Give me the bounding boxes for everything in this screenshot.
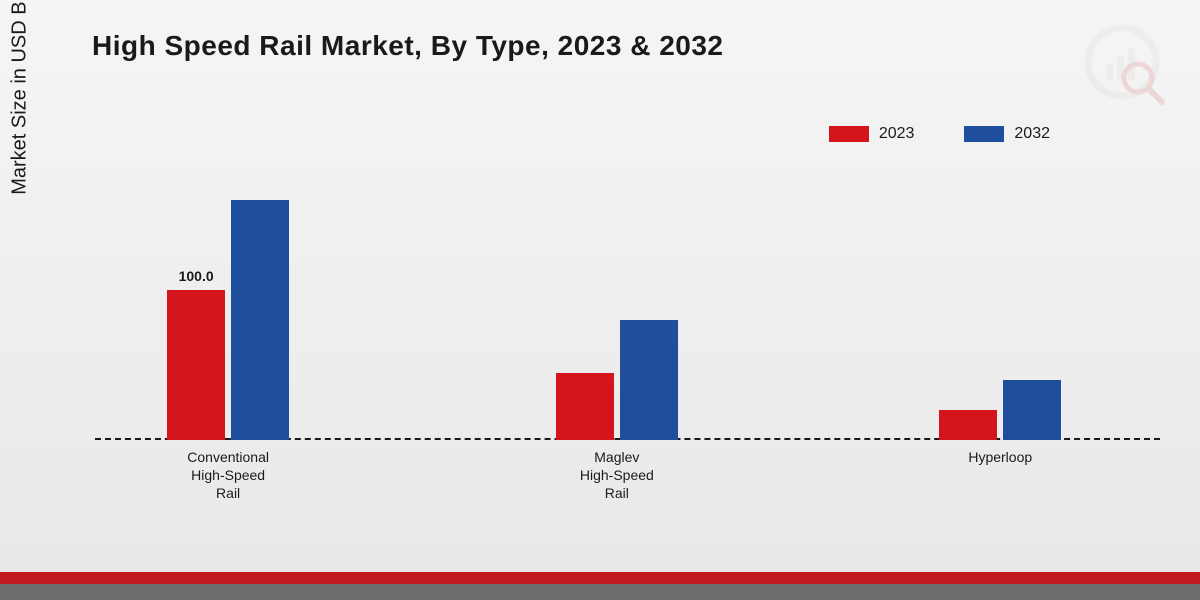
legend: 2023 2032 [829, 125, 1050, 143]
bar [1003, 380, 1061, 440]
footer-red-bar [0, 572, 1200, 584]
legend-label: 2023 [879, 125, 915, 143]
legend-item-0: 2023 [829, 125, 915, 143]
bar [939, 410, 997, 440]
chart-container: High Speed Rail Market, By Type, 2023 & … [0, 0, 1200, 600]
legend-label: 2032 [1014, 125, 1050, 143]
footer [0, 572, 1200, 600]
y-axis-label: Market Size in USD Billion [9, 0, 32, 195]
watermark-logo [1080, 20, 1170, 115]
bar [620, 320, 678, 440]
data-label: 100.0 [179, 268, 214, 284]
footer-grey-bar [0, 584, 1200, 600]
legend-item-1: 2032 [964, 125, 1050, 143]
legend-swatch [964, 126, 1004, 142]
x-axis-label: Maglev High-Speed Rail [580, 448, 654, 503]
plot-area: 100.0 [95, 170, 1160, 440]
bar-group [167, 200, 289, 440]
bar-group [939, 380, 1061, 440]
bar [556, 373, 614, 441]
chart-title: High Speed Rail Market, By Type, 2023 & … [92, 30, 724, 62]
x-labels: Conventional High-Speed Rail Maglev High-… [95, 440, 1160, 500]
bar [167, 290, 225, 440]
legend-swatch [829, 126, 869, 142]
x-axis-label: Conventional High-Speed Rail [187, 448, 269, 503]
bar-group [556, 320, 678, 440]
x-axis-label: Hyperloop [968, 448, 1032, 466]
bar [231, 200, 289, 440]
